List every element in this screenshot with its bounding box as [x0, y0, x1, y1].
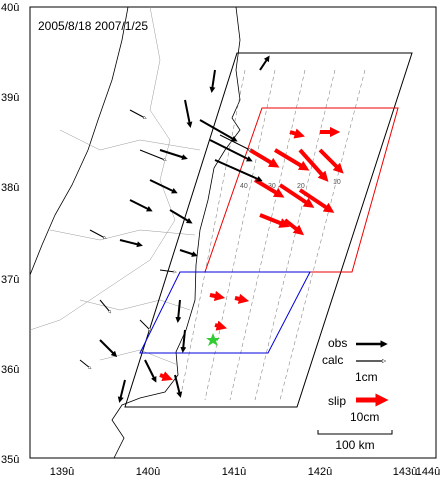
fault-model-outline: [124, 52, 413, 408]
lat-label: 35û: [1, 454, 19, 466]
lat-label: 36û: [1, 364, 19, 376]
slip-arrows: [159, 126, 344, 382]
scale-bar: [317, 430, 393, 435]
date-range: 2005/8/18 2007/1/25: [38, 19, 148, 33]
calculated-arrows: [79, 109, 250, 368]
lat-label: 37û: [1, 274, 19, 286]
lon-label: 141û: [222, 466, 246, 478]
lat-label: 38û: [1, 182, 19, 194]
contour-label: 10: [333, 179, 341, 186]
fault-region-blue: [139, 271, 311, 354]
contour-label: 40: [240, 183, 248, 190]
lon-label: 142û: [308, 466, 332, 478]
coastline: [29, 6, 241, 459]
fault-region-red: [204, 107, 399, 273]
legend-obs: obs: [328, 336, 347, 350]
legend-slip: slip: [328, 394, 346, 408]
epicenter-star: [206, 333, 220, 346]
lon-label: 144û: [416, 466, 440, 478]
lon-label: 143û: [393, 466, 417, 478]
lat-label: 40û: [1, 2, 19, 14]
scale-bar-label: 100 km: [335, 438, 374, 452]
longitude-labels: 139û 140û 141û 142û 143û 144û: [50, 466, 440, 478]
lon-label: 140û: [136, 466, 160, 478]
legend: obs calc 1cm slip 10cm: [322, 336, 389, 424]
legend-displacement-scale: 1cm: [355, 370, 378, 384]
lon-label: 139û: [50, 466, 74, 478]
latitude-labels: 40û 39û 38û 37û 36û 35û: [1, 2, 19, 466]
legend-calc: calc: [322, 353, 343, 367]
contour-label: 30: [268, 183, 276, 190]
lat-label: 39û: [1, 92, 19, 104]
contour-label: 20: [297, 183, 305, 190]
observed-arrows: [99, 55, 270, 403]
legend-slip-scale: 10cm: [350, 410, 379, 424]
map-frame: [29, 6, 437, 459]
